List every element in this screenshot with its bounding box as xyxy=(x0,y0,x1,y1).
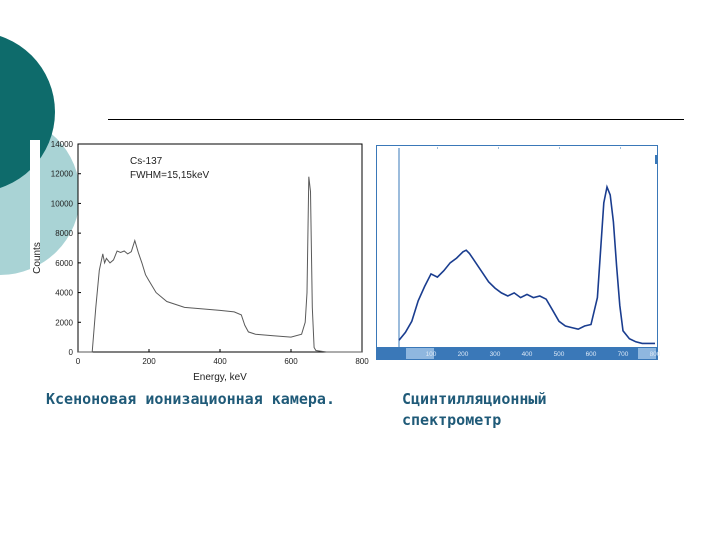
chart1-y-label: Counts xyxy=(32,242,43,274)
chart1-y-tick-label: 2000 xyxy=(55,318,73,327)
chart1-plot-area xyxy=(77,143,363,353)
chart1-y-tick-label: 14000 xyxy=(51,140,74,149)
scintillator-spectrum-chart: 100 200 300 400 500 600 700 800 xyxy=(376,145,660,360)
chart1-annotation-isotope: Cs-137 xyxy=(130,156,163,167)
chart1-left-mask xyxy=(30,140,40,388)
chart2-x-tick-label: 100 xyxy=(426,351,437,358)
chart1-x-tick-label: 0 xyxy=(76,357,81,366)
chart1-y-tick-label: 0 xyxy=(69,348,74,357)
chart1-x-label: Energy, keV xyxy=(193,372,247,383)
chart2-series-line xyxy=(398,184,655,345)
chart2-axis-highlight-right xyxy=(638,348,656,359)
chart2-x-tick-label: 700 xyxy=(618,351,629,358)
chart2-x-tick-label: 600 xyxy=(586,351,597,358)
chart1-x-tick-label: 400 xyxy=(213,357,227,366)
chart1-y-axis: 0 2000 4000 6000 8000 10000 12000 14000 xyxy=(51,140,81,357)
chart2-x-tick-label: 200 xyxy=(458,351,469,358)
chart1-y-tick-label: 6000 xyxy=(55,259,73,268)
chart2-x-tick-label: 500 xyxy=(554,351,565,358)
chart2-scroll-tab xyxy=(655,155,658,164)
chart2-frame xyxy=(376,145,658,360)
title-underline xyxy=(108,119,684,120)
chart1-y-tick-label: 4000 xyxy=(55,289,73,298)
chart1-series-line xyxy=(78,176,362,353)
chart2-axis-highlight-left xyxy=(406,348,434,359)
chart1-y-tick-label: 12000 xyxy=(51,170,74,179)
xenon-spectrum-chart: 0 2000 4000 6000 8000 10000 12000 14000 0 200 400… xyxy=(30,140,369,388)
chart2-x-tick-label: 300 xyxy=(490,351,501,358)
chart1-annotation-fwhm: FWHM=15,15keV xyxy=(130,170,210,181)
chart1-x-axis: 0 200 400 600 800 xyxy=(76,349,369,366)
caption-xenon-chamber: Ксеноновая ионизационная камера. xyxy=(46,390,335,408)
chart1-y-tick-label: 8000 xyxy=(55,229,73,238)
chart2-axis-bar xyxy=(376,347,658,360)
chart1-y-tick-label: 10000 xyxy=(51,199,74,208)
chart1-x-tick-label: 800 xyxy=(355,357,369,366)
chart1-x-tick-label: 200 xyxy=(142,357,156,366)
chart2-x-tick-label: 400 xyxy=(522,351,533,358)
caption-scintillation-spectrometer: Сцинтилляционный спектрометр xyxy=(402,390,547,429)
chart2-x-tick-label: 800 xyxy=(650,351,660,358)
chart2-x-axis: 100 200 300 400 500 600 700 800 xyxy=(426,351,660,358)
dark-teal-circle xyxy=(0,36,55,188)
chart1-x-tick-label: 600 xyxy=(284,357,298,366)
